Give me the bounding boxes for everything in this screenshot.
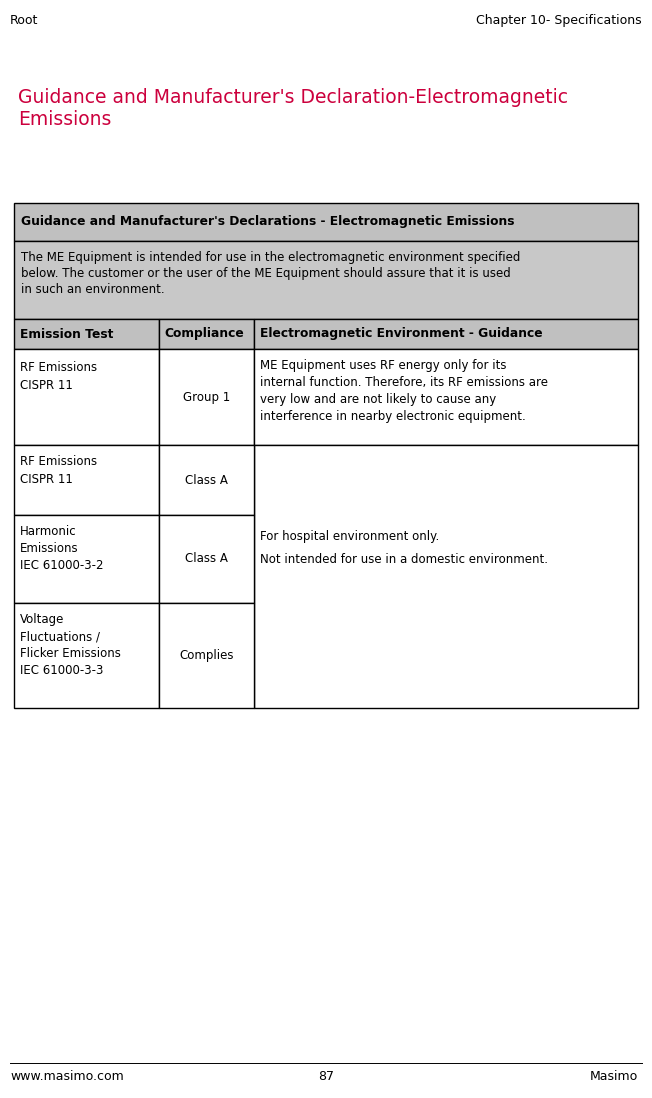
Text: Emission Test: Emission Test xyxy=(20,327,113,340)
Text: CISPR 11: CISPR 11 xyxy=(20,379,73,392)
Text: internal function. Therefore, its RF emissions are: internal function. Therefore, its RF emi… xyxy=(259,376,548,389)
Text: Guidance and Manufacturer's Declaration-Electromagnetic: Guidance and Manufacturer's Declaration-… xyxy=(18,88,568,107)
Bar xyxy=(159,445,254,515)
Text: Electromagnetic Environment - Guidance: Electromagnetic Environment - Guidance xyxy=(259,327,542,340)
Bar xyxy=(14,240,638,320)
Text: Chapter 10- Specifications: Chapter 10- Specifications xyxy=(477,14,642,27)
Bar xyxy=(14,515,159,603)
Text: RF Emissions: RF Emissions xyxy=(20,455,97,468)
Text: Emissions: Emissions xyxy=(20,542,79,554)
Text: IEC 61000-3-3: IEC 61000-3-3 xyxy=(20,664,104,677)
Bar xyxy=(254,445,638,708)
Text: in such an environment.: in such an environment. xyxy=(21,283,164,296)
Bar xyxy=(159,515,254,603)
Text: very low and are not likely to cause any: very low and are not likely to cause any xyxy=(259,393,496,406)
Bar xyxy=(14,445,159,515)
Text: Not intended for use in a domestic environment.: Not intended for use in a domestic envir… xyxy=(259,553,548,565)
Text: IEC 61000-3-2: IEC 61000-3-2 xyxy=(20,559,104,572)
Text: Flicker Emissions: Flicker Emissions xyxy=(20,647,121,660)
Text: Compliance: Compliance xyxy=(165,327,244,340)
Bar xyxy=(14,603,159,708)
Text: Emissions: Emissions xyxy=(18,110,111,128)
Bar xyxy=(14,203,638,240)
Text: 87: 87 xyxy=(318,1069,334,1083)
Text: interference in nearby electronic equipment.: interference in nearby electronic equipm… xyxy=(259,410,526,423)
Bar xyxy=(14,349,159,445)
Text: Group 1: Group 1 xyxy=(183,391,230,403)
Text: Class A: Class A xyxy=(185,473,228,486)
Text: Masimo: Masimo xyxy=(590,1069,638,1083)
Text: Root: Root xyxy=(10,14,38,27)
Text: Guidance and Manufacturer's Declarations - Electromagnetic Emissions: Guidance and Manufacturer's Declarations… xyxy=(21,215,514,228)
Bar xyxy=(254,320,638,349)
Text: ME Equipment uses RF energy only for its: ME Equipment uses RF energy only for its xyxy=(259,359,506,372)
Text: Harmonic: Harmonic xyxy=(20,525,77,538)
Text: The ME Equipment is intended for use in the electromagnetic environment specifie: The ME Equipment is intended for use in … xyxy=(21,251,520,264)
Text: CISPR 11: CISPR 11 xyxy=(20,473,73,486)
Text: RF Emissions: RF Emissions xyxy=(20,361,97,374)
Text: below. The customer or the user of the ME Equipment should assure that it is use: below. The customer or the user of the M… xyxy=(21,267,511,280)
Bar xyxy=(254,349,638,445)
Bar xyxy=(159,320,254,349)
Text: Fluctuations /: Fluctuations / xyxy=(20,630,100,643)
Bar xyxy=(159,603,254,708)
Bar xyxy=(14,320,159,349)
Text: Class A: Class A xyxy=(185,552,228,565)
Text: Complies: Complies xyxy=(179,649,233,662)
Text: Voltage: Voltage xyxy=(20,613,65,626)
Text: For hospital environment only.: For hospital environment only. xyxy=(259,530,439,544)
Text: www.masimo.com: www.masimo.com xyxy=(10,1069,124,1083)
Bar xyxy=(159,349,254,445)
